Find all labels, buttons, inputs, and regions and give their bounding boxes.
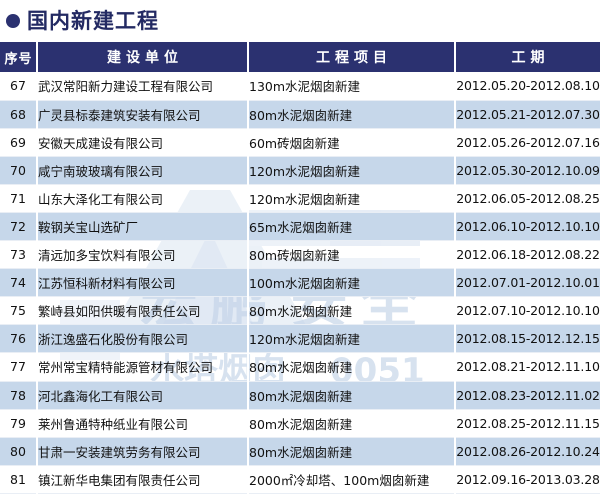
projects-table: 序号 建设单位 工程项目 工期 67 武汉常阳新力建设工程有限公司 130m水泥烟囱…: [0, 42, 600, 494]
cell-proj: 80m水泥烟囱新建: [248, 100, 456, 129]
table-header-row: 序号 建设单位 工程项目 工期: [0, 42, 600, 72]
cell-no: 68: [0, 100, 38, 129]
column-header-no: 序号: [0, 42, 38, 72]
cell-proj: 120m水泥烟囱新建: [248, 156, 456, 185]
cell-date: 2012.05.26-2012.07.16: [455, 128, 600, 157]
cell-unit: 鞍钢关宝山选矿厂: [37, 212, 249, 242]
table-row[interactable]: 70 咸宁南玻玻璃有限公司 120m水泥烟囱新建 2012.05.30-2012.10…: [0, 156, 600, 185]
cell-date: 2012.08.21-2012.11.10: [455, 352, 600, 382]
cell-proj: 60m砖烟囱新建: [248, 128, 456, 157]
cell-date: 2012.08.25-2012.11.15: [455, 409, 600, 438]
cell-unit: 清远加多宝饮料有限公司: [37, 240, 249, 270]
table-row[interactable]: 68 广灵县标泰建筑安装有限公司 80m水泥烟囱新建 2012.05.21-2012.…: [0, 100, 600, 129]
cell-unit: 广灵县标泰建筑安装有限公司: [37, 100, 249, 129]
cell-proj: 80m砖烟囱新建: [248, 240, 456, 270]
table-row[interactable]: 78 河北鑫海化工有限公司 80m水泥烟囱新建 2012.08.23-2012.11.…: [0, 381, 600, 410]
table-row[interactable]: 79 莱州鲁通特种纸业有限公司 80m水泥烟囱新建 2012.08.25-2012.1…: [0, 409, 600, 438]
cell-no: 78: [0, 381, 38, 410]
cell-date: 2012.07.10-2012.10.10: [455, 296, 600, 326]
cell-proj: 80m水泥烟囱新建: [248, 381, 456, 410]
cell-unit: 安徽天成建设有限公司: [37, 128, 249, 157]
page-title-bar: 国内新建工程: [0, 0, 600, 42]
table-row[interactable]: 77 常州常宝精特能源管材有限公司 80m水泥烟囱新建 2012.08.21-2012…: [0, 352, 600, 382]
page-title: 国内新建工程: [27, 8, 159, 33]
cell-no: 80: [0, 437, 38, 466]
cell-date: 2012.05.30-2012.10.09: [455, 156, 600, 185]
cell-no: 70: [0, 156, 38, 185]
cell-proj: 100m水泥烟囱新建: [248, 268, 456, 298]
cell-date: 2012.08.26-2012.10.24: [455, 437, 600, 466]
cell-proj: 80m水泥烟囱新建: [248, 409, 456, 438]
bullet-icon: [6, 14, 20, 28]
table-row[interactable]: 80 甘肃一安装建筑劳务有限公司 80m水泥烟囱新建 2012.08.26-2012.…: [0, 437, 600, 466]
cell-unit: 江苏恒科新材料有限公司: [37, 268, 249, 298]
cell-no: 77: [0, 352, 38, 382]
cell-proj: 80m水泥烟囱新建: [248, 296, 456, 326]
cell-proj: 65m水泥烟囱新建: [248, 212, 456, 242]
cell-proj: 120m水泥烟囱新建: [248, 184, 456, 213]
cell-no: 74: [0, 268, 38, 298]
cell-proj: 120m水泥烟囱新建: [248, 324, 456, 354]
cell-no: 71: [0, 184, 38, 213]
cell-unit: 咸宁南玻玻璃有限公司: [37, 156, 249, 185]
table-row[interactable]: 74 江苏恒科新材料有限公司 100m水泥烟囱新建 2012.07.01-2012.1…: [0, 268, 600, 298]
cell-no: 81: [0, 465, 38, 494]
cell-no: 76: [0, 324, 38, 354]
cell-no: 73: [0, 240, 38, 270]
cell-no: 69: [0, 128, 38, 157]
cell-proj: 130m水泥烟囱新建: [248, 72, 456, 101]
cell-unit: 镇江新华电集团有限责任公司: [37, 465, 249, 494]
table-row[interactable]: 76 浙江逸盛石化股份有限公司 120m水泥烟囱新建 2012.08.15-2012.…: [0, 324, 600, 354]
cell-unit: 莱州鲁通特种纸业有限公司: [37, 409, 249, 438]
cell-date: 2012.07.01-2012.10.01: [455, 268, 600, 298]
table-row[interactable]: 81 镇江新华电集团有限责任公司 2000㎡冷却塔、100m烟囱新建 2012.09.…: [0, 465, 600, 494]
cell-unit: 甘肃一安装建筑劳务有限公司: [37, 437, 249, 466]
cell-date: 2012.06.18-2012.08.22: [455, 240, 600, 270]
cell-date: 2012.05.20-2012.08.10: [455, 72, 600, 101]
table-row[interactable]: 73 清远加多宝饮料有限公司 80m砖烟囱新建 2012.06.18-2012.08.…: [0, 240, 600, 270]
cell-no: 67: [0, 72, 38, 101]
cell-no: 72: [0, 212, 38, 242]
column-header-proj: 工程项目: [248, 42, 456, 72]
cell-date: 2012.05.21-2012.07.30: [455, 100, 600, 129]
table-header: 序号 建设单位 工程项目 工期: [0, 42, 600, 72]
cell-unit: 河北鑫海化工有限公司: [37, 381, 249, 410]
cell-unit: 山东大泽化工有限公司: [37, 184, 249, 213]
cell-date: 2012.06.05-2012.08.25: [455, 184, 600, 213]
cell-date: 2012.06.10-2012.10.10: [455, 212, 600, 242]
table-body: 67 武汉常阳新力建设工程有限公司 130m水泥烟囱新建 2012.05.20-201…: [0, 72, 600, 494]
cell-unit: 繁峙县如阳供暖有限责任公司: [37, 296, 249, 326]
table-row[interactable]: 67 武汉常阳新力建设工程有限公司 130m水泥烟囱新建 2012.05.20-201…: [0, 72, 600, 101]
cell-date: 2012.08.15-2012.12.15: [455, 324, 600, 354]
table-row[interactable]: 69 安徽天成建设有限公司 60m砖烟囱新建 2012.05.26-2012.07.1…: [0, 128, 600, 157]
cell-date: 2012.09.16-2013.03.28: [455, 465, 600, 494]
cell-proj: 2000㎡冷却塔、100m烟囱新建: [248, 465, 456, 494]
column-header-date: 工期: [511, 50, 550, 66]
table-row[interactable]: 75 繁峙县如阳供暖有限责任公司 80m水泥烟囱新建 2012.07.10-2012.…: [0, 296, 600, 326]
cell-date: 2012.08.23-2012.11.02: [455, 381, 600, 410]
table-row[interactable]: 71 山东大泽化工有限公司 120m水泥烟囱新建 2012.06.05-2012.08…: [0, 184, 600, 213]
cell-unit: 武汉常阳新力建设工程有限公司: [37, 72, 249, 101]
column-header-unit: 建设单位: [37, 42, 249, 72]
cell-no: 75: [0, 296, 38, 326]
cell-proj: 80m水泥烟囱新建: [248, 352, 456, 382]
cell-no: 79: [0, 409, 38, 438]
cell-unit: 常州常宝精特能源管材有限公司: [37, 352, 249, 382]
cell-proj: 80m水泥烟囱新建: [248, 437, 456, 466]
table-row[interactable]: 72 鞍钢关宝山选矿厂 65m水泥烟囱新建 2012.06.10-2012.10.10: [0, 212, 600, 242]
cell-unit: 浙江逸盛石化股份有限公司: [37, 324, 249, 354]
